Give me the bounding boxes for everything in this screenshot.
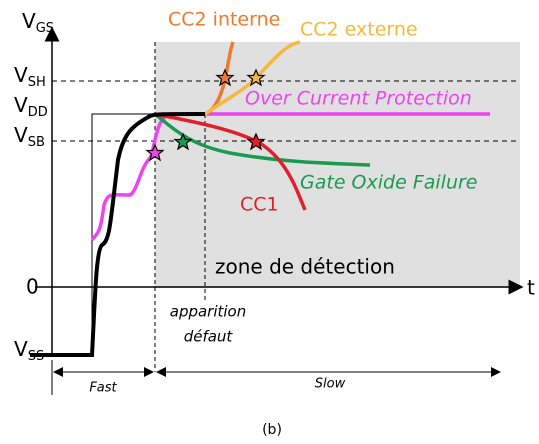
curve-label: CC2 externe	[300, 19, 418, 41]
y-label: VGS	[22, 9, 54, 36]
y-label-main: V	[22, 9, 36, 33]
ocp-curve	[90, 112, 490, 242]
curve-label: Gate Oxide Failure	[300, 172, 478, 194]
fault-label: défaut	[184, 328, 234, 346]
gof-curve	[153, 112, 371, 167]
level-label: VSB	[14, 123, 45, 150]
level-main: V	[14, 337, 28, 361]
fault-label: apparition	[170, 303, 247, 321]
level-sub: SS	[28, 349, 45, 364]
level-label: VSS	[14, 337, 44, 364]
level-label: VSH	[14, 63, 46, 90]
y-label-sub: GS	[36, 21, 54, 36]
gate-curve	[30, 112, 206, 357]
level-main: V	[14, 93, 28, 117]
level-sub: DD	[28, 105, 48, 120]
level-main: V	[14, 123, 28, 147]
curve-label: Over Current Protection	[245, 88, 472, 110]
curve-label: CC1	[240, 194, 279, 216]
curve-label: CC2 interne	[168, 9, 280, 31]
phase-label: Slow	[315, 377, 346, 392]
zero-label: 0	[26, 275, 39, 299]
phase-label: Fast	[89, 381, 117, 396]
caption: (b)	[262, 422, 282, 438]
x-label: t	[527, 276, 535, 300]
level-sub: SH	[28, 75, 46, 90]
zone-label: zone de détection	[215, 255, 395, 279]
level-main: V	[14, 63, 28, 87]
level-label: VDD	[14, 93, 48, 120]
level-sub: SB	[28, 135, 45, 150]
